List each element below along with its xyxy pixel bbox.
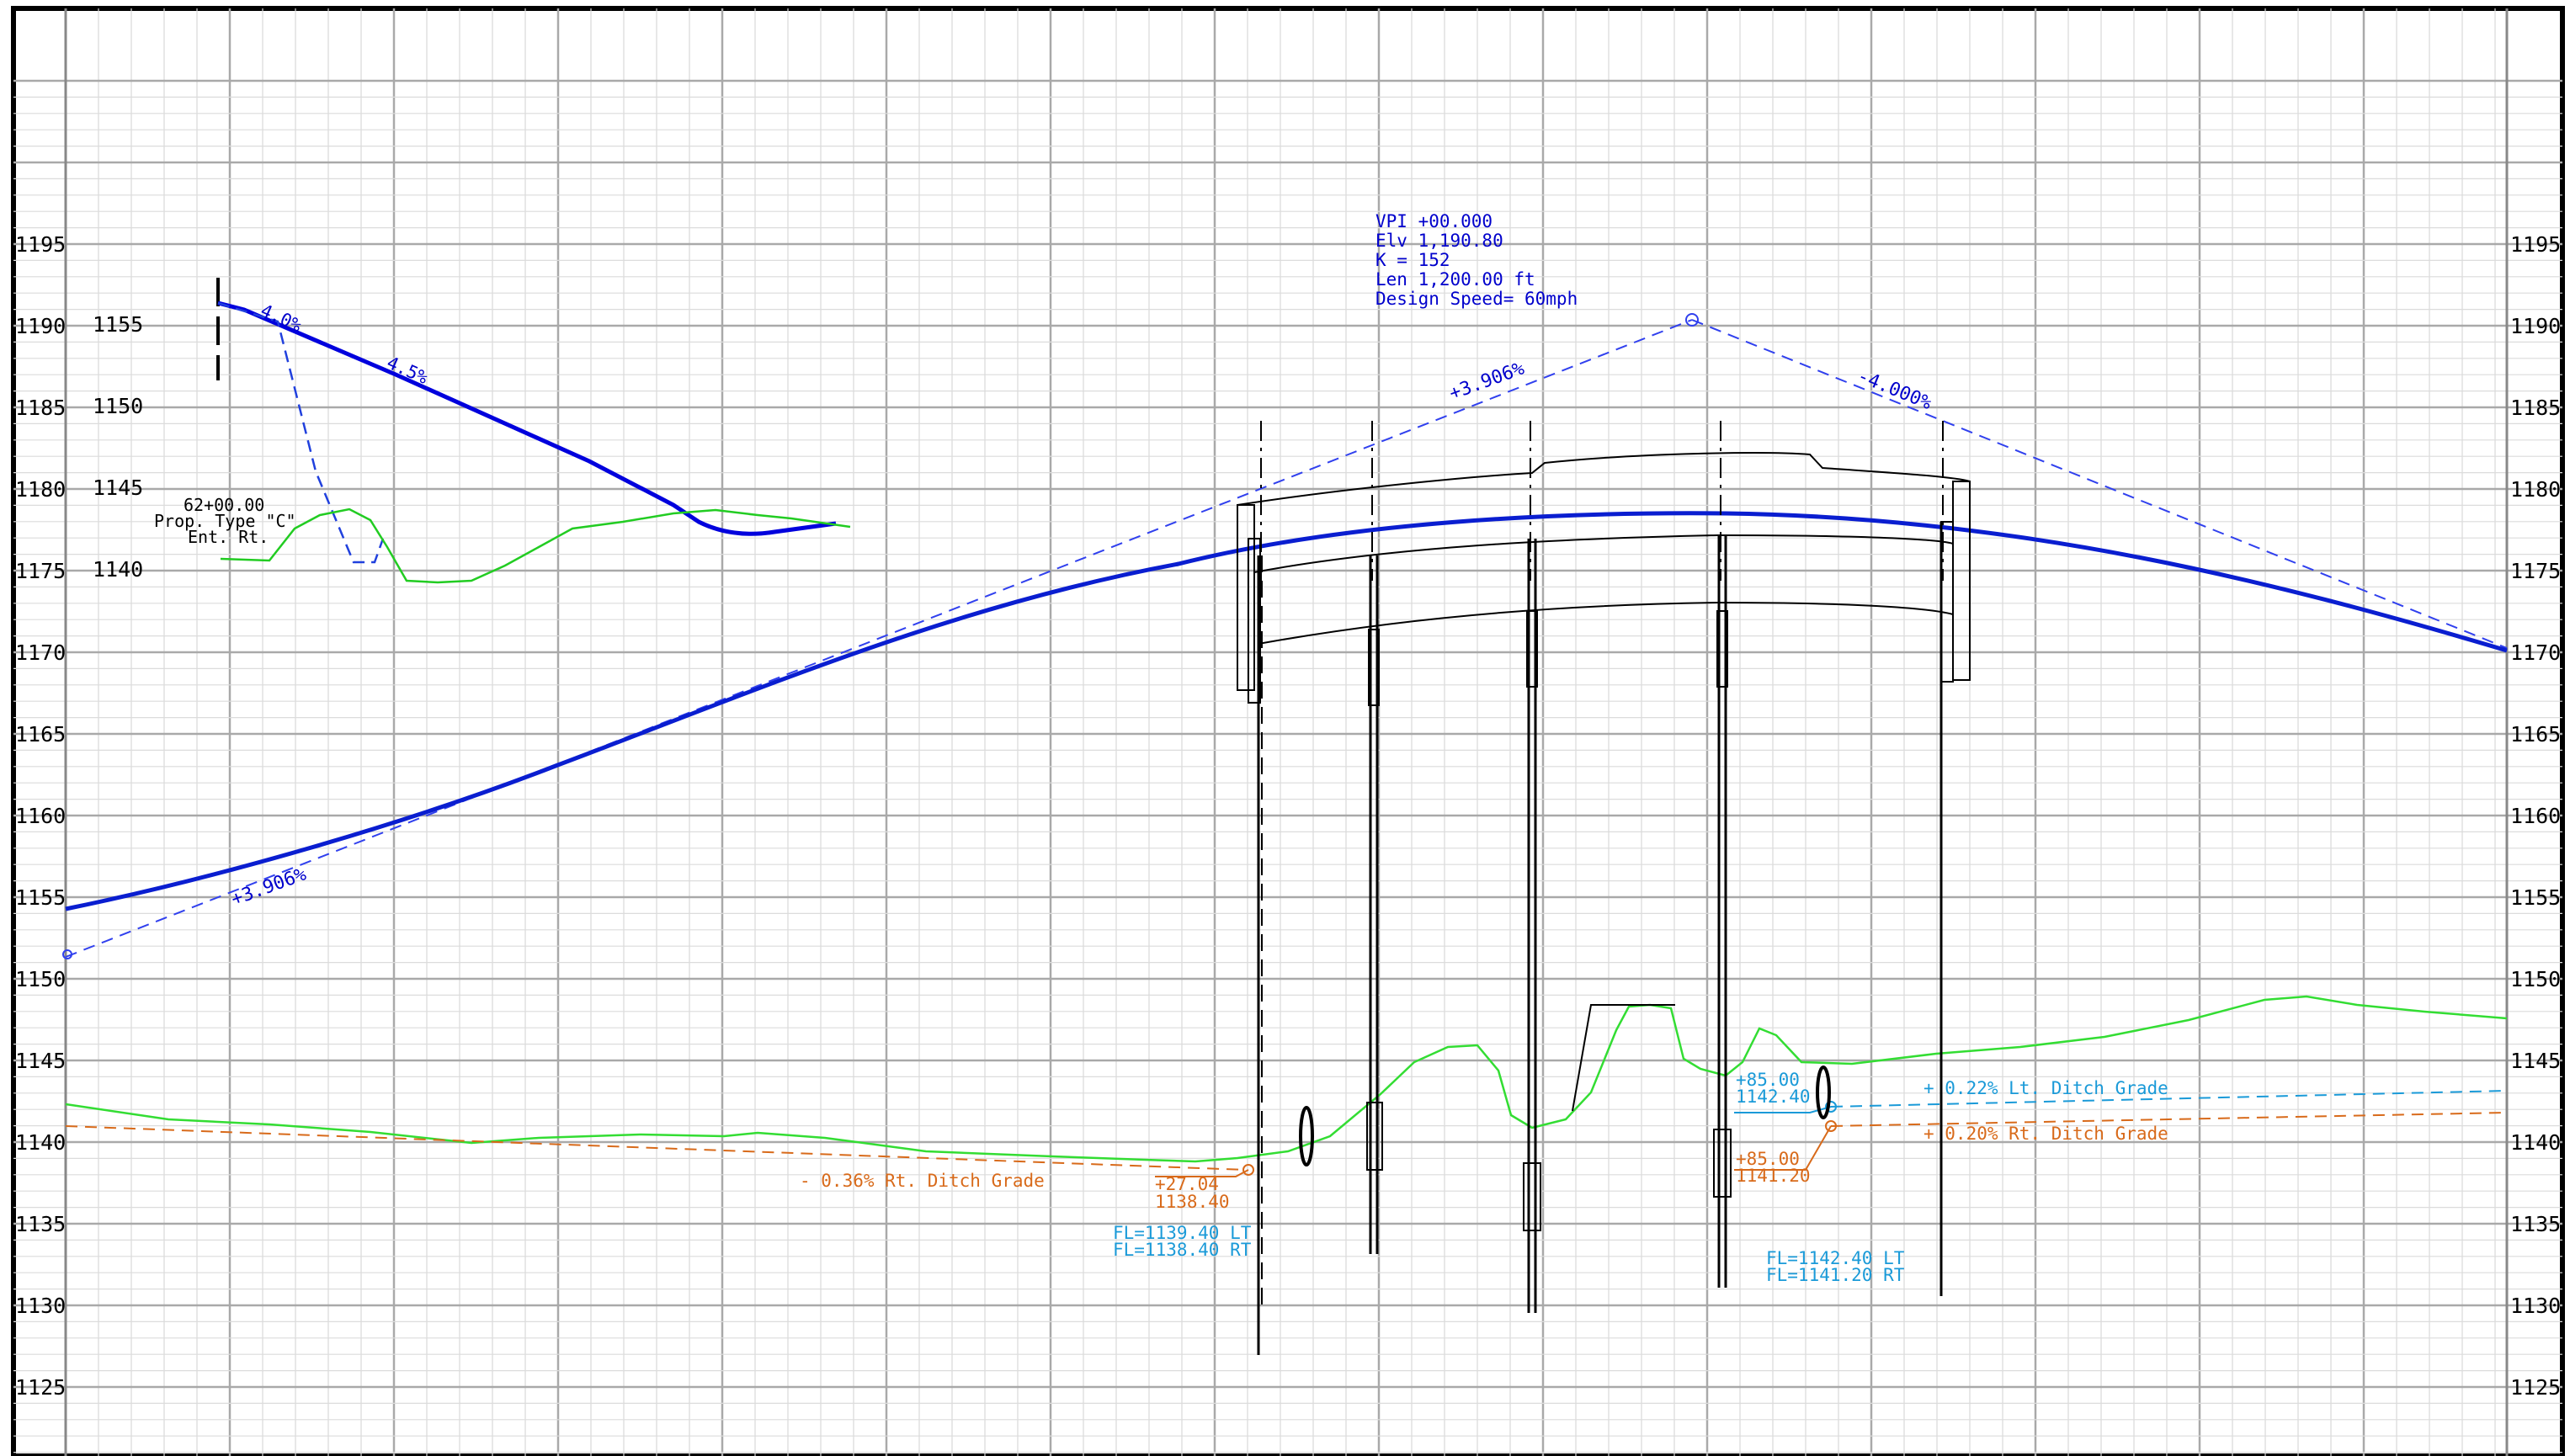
existing-ground (65, 995, 2508, 1163)
point3-elevation: 1141.20 (1736, 1166, 1811, 1186)
point1-elevation: 1138.40 (1155, 1192, 1230, 1212)
inset-tick-1145: 1145 (93, 476, 143, 500)
left-tick-label: 1150 (15, 967, 66, 991)
inset-existing-ground (220, 507, 851, 584)
left-tick-label: 1195 (15, 232, 66, 257)
main-profile: VPI +00.000 Elv 1,190.80 K = 152 Len 1,2… (62, 211, 2508, 1285)
right-tick-label: 1150 (2510, 967, 2561, 991)
right-tick-label: 1145 (2510, 1049, 2561, 1073)
pier-2-cap (1368, 629, 1380, 706)
grade-line-in (65, 319, 1693, 958)
rt-ditch-grade-right (1830, 1112, 2508, 1127)
bridge-deck-top (1237, 452, 1971, 506)
right-tick-label: 1140 (2510, 1130, 2561, 1155)
abutment-left-inner (1248, 538, 1261, 704)
inset-proposed-profile (217, 300, 837, 536)
grid (13, 8, 2562, 1456)
lt-ditch-grade-right (1830, 1090, 2508, 1108)
left-tick-label: 1165 (15, 722, 66, 747)
ditch-point-1 (1242, 1164, 1254, 1176)
left-tick-label: 1180 (15, 477, 66, 502)
inset-description-line2: Ent. Rt. (188, 527, 269, 547)
left-tick-label: 1185 (15, 396, 66, 420)
right-tick-label: 1195 (2510, 232, 2561, 257)
right-tick-label: 1155 (2510, 885, 2561, 910)
rt-ditch-grade-label: + 0.20% Rt. Ditch Grade (1924, 1124, 2168, 1144)
inset-tick-1155: 1155 (93, 312, 143, 337)
rt-ditch-grade-left (65, 1125, 1247, 1171)
grade-start-marker (62, 949, 72, 959)
inset-ditch-profile (217, 301, 385, 564)
right-elevation-axis: 1195 1190 1185 1180 1175 1170 1165 1160 1155 1150… (2510, 232, 2561, 1400)
leader-3 (1734, 1125, 1832, 1171)
left-tick-label: 1160 (15, 804, 66, 828)
left-tick-label: 1175 (15, 559, 66, 583)
left-tick-label: 1145 (15, 1049, 66, 1073)
vpi-elevation: Elv 1,190.80 (1375, 231, 1503, 251)
left-tick-label: 1190 (15, 314, 66, 338)
embankment (1572, 1004, 1675, 1112)
pier-4-cap (1716, 610, 1728, 688)
fl1-rt: FL=1138.40 RT (1113, 1240, 1252, 1260)
pier-3-cap (1526, 610, 1538, 688)
bridge-girder-line (1258, 601, 1954, 645)
fl1-lt: FL=1139.40 LT (1113, 1223, 1252, 1243)
vpi-length: Len 1,200.00 ft (1375, 269, 1535, 290)
ditch-point-3 (1825, 1120, 1837, 1132)
culvert-left (1299, 1106, 1314, 1166)
left-tick-label: 1170 (15, 640, 66, 665)
inset-tick-1150: 1150 (93, 394, 143, 418)
culvert-right (1816, 1065, 1831, 1119)
point3-station: +85.00 (1736, 1149, 1800, 1169)
left-elevation-axis: 1195 1190 1185 1180 1175 1170 1165 1160 1155 1150… (15, 232, 66, 1400)
grade-line-out (1691, 319, 2508, 649)
right-tick-label: 1170 (2510, 640, 2561, 665)
vpi-station: VPI +00.000 (1375, 211, 1493, 231)
right-tick-label: 1180 (2510, 477, 2561, 502)
right-tick-label: 1165 (2510, 722, 2561, 747)
vpi-design-speed: Design Speed= 60mph (1375, 289, 1578, 309)
lt-ditch-grade-label: + 0.22% Lt. Ditch Grade (1924, 1078, 2168, 1098)
pier-3-footing (1523, 1162, 1541, 1231)
inset-station-label: 62+00.00 (184, 495, 264, 515)
fl2-lt: FL=1142.40 LT (1766, 1248, 1905, 1268)
pier-2-footing (1366, 1102, 1383, 1171)
bridge-deck-bottom (1253, 534, 1954, 573)
right-tick-label: 1160 (2510, 804, 2561, 828)
point1-station: +27.04 (1155, 1174, 1219, 1194)
left-ditch-grade-label: - 0.36% Rt. Ditch Grade (800, 1171, 1045, 1191)
ditch-point-2 (1825, 1101, 1837, 1113)
right-tick-label: 1185 (2510, 396, 2561, 420)
left-tick-label: 1125 (15, 1375, 66, 1400)
inset-tick-1140: 1140 (93, 557, 143, 582)
right-tick-label: 1125 (2510, 1375, 2561, 1400)
vpi-k-value: K = 152 (1375, 250, 1450, 270)
proposed-profile (65, 511, 2508, 911)
right-tick-label: 1130 (2510, 1294, 2561, 1318)
inset-description-line1: Prop. Type "C" (154, 511, 296, 531)
right-tick-label: 1175 (2510, 559, 2561, 583)
left-tick-label: 1130 (15, 1294, 66, 1318)
abutment-left (1237, 504, 1255, 691)
bridge-structure (1237, 421, 1971, 1355)
fl2-rt: FL=1141.20 RT (1766, 1265, 1905, 1285)
pier-4-footing (1713, 1129, 1732, 1198)
left-tick-label: 1140 (15, 1130, 66, 1155)
leader-2 (1734, 1106, 1832, 1113)
sheet-border (11, 6, 2565, 1456)
left-tick-label: 1135 (15, 1212, 66, 1236)
point2-elevation: 1142.40 (1736, 1087, 1811, 1107)
right-tick-label: 1135 (2510, 1212, 2561, 1236)
left-tick-label: 1155 (15, 885, 66, 910)
point2-station: +85.00 (1736, 1070, 1800, 1090)
right-tick-label: 1190 (2510, 314, 2561, 338)
leader-1 (1155, 1169, 1249, 1177)
vpi-marker (1685, 313, 1699, 327)
